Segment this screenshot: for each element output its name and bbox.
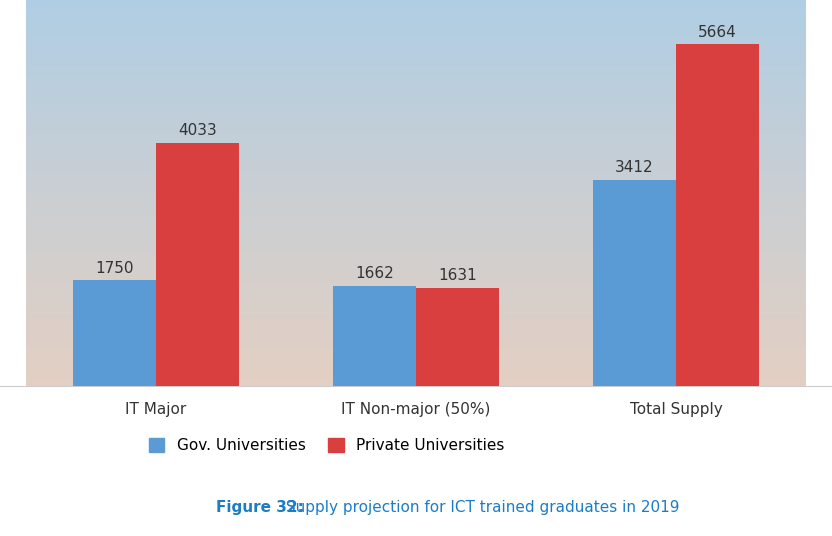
Bar — [73, 280, 156, 386]
Text: Supply projection for ICT trained graduates in 2019: Supply projection for ICT trained gradua… — [280, 500, 679, 515]
Text: 1631: 1631 — [438, 268, 477, 283]
Bar — [416, 288, 499, 386]
Bar — [156, 143, 240, 386]
Text: Figure 32:: Figure 32: — [216, 500, 305, 515]
Legend: Gov. Universities, Private Universities: Gov. Universities, Private Universities — [149, 438, 504, 453]
Text: 5664: 5664 — [698, 25, 737, 40]
Text: 3412: 3412 — [615, 160, 654, 175]
Text: 4033: 4033 — [178, 123, 217, 138]
Text: 1662: 1662 — [355, 266, 394, 281]
Text: 1750: 1750 — [95, 260, 134, 276]
Bar — [593, 180, 676, 386]
Bar — [333, 286, 416, 386]
Bar — [676, 44, 759, 386]
